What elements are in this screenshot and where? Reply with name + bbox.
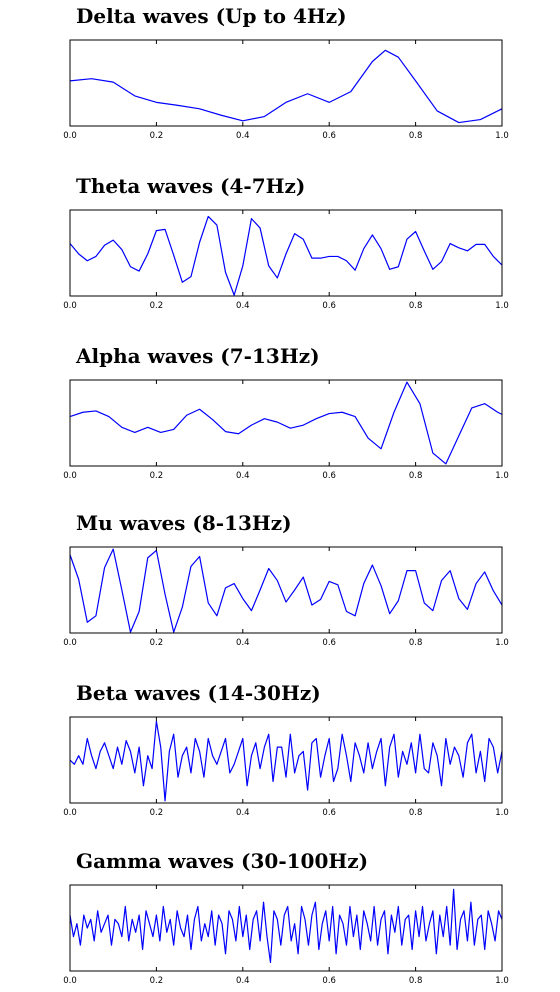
x-tick-label: 0.0 — [63, 131, 77, 141]
delta-waves-plot: 0.0 0.2 0.4 0.6 0.8 1.0 — [63, 39, 509, 141]
x-tick-label: 0.8 — [409, 131, 423, 141]
x-tick-label: 0.2 — [150, 808, 164, 818]
mu-wave-line — [69, 548, 503, 633]
x-tick-label: 0.8 — [409, 808, 423, 818]
gamma-wave-line — [69, 888, 503, 963]
beta-waves-plot: 0.0 0.2 0.4 0.6 0.8 1.0 — [63, 716, 509, 818]
gamma-waves-title: Gamma waves (30-100Hz) — [76, 849, 369, 873]
beta-wave-line — [69, 720, 503, 802]
x-tick-label: 0.6 — [322, 131, 336, 141]
x-tick-label: 1.0 — [495, 808, 509, 818]
x-tick-label: 0.6 — [322, 808, 336, 818]
x-tick-label: 0.0 — [63, 976, 77, 986]
x-tick-label: 0.2 — [150, 471, 164, 481]
x-tick-label: 0.6 — [322, 301, 336, 311]
x-tick-label: 0.8 — [409, 301, 423, 311]
x-tick-label: 0.0 — [63, 301, 77, 311]
x-tick-label: 1.0 — [495, 471, 509, 481]
mu-plot-frame — [69, 546, 503, 634]
delta-waves-panel: Delta waves (Up to 4Hz) 0.0 0.2 0.4 0.6 0.8 1.… — [0, 4, 560, 144]
mu-waves-title: Mu waves (8-13Hz) — [76, 511, 292, 535]
x-tick-label: 0.4 — [236, 808, 250, 818]
x-tick-label: 1.0 — [495, 638, 509, 648]
x-tick-label: 0.2 — [150, 131, 164, 141]
x-tick-label: 0.0 — [63, 471, 77, 481]
beta-plot-frame — [69, 716, 503, 804]
x-tick-label: 0.2 — [150, 976, 164, 986]
delta-wave-line — [69, 49, 503, 124]
x-tick-label: 1.0 — [495, 301, 509, 311]
x-tick-label: 0.0 — [63, 808, 77, 818]
alpha-wave-line — [69, 381, 503, 465]
x-tick-label: 0.6 — [322, 976, 336, 986]
x-tick-label: 0.2 — [150, 301, 164, 311]
theta-waves-panel: Theta waves (4-7Hz) 0.0 0.2 0.4 0.6 0.8 1.0 — [0, 174, 560, 314]
mu-waves-plot: 0.0 0.2 0.4 0.6 0.8 1.0 — [63, 546, 509, 648]
gamma-waves-plot: 0.0 0.2 0.4 0.6 0.8 1.0 — [63, 884, 509, 986]
mu-waves-panel: Mu waves (8-13Hz) 0.0 0.2 0.4 0.6 0.8 1.0 — [0, 511, 560, 651]
x-tick-label: 0.8 — [409, 638, 423, 648]
x-tick-label: 0.0 — [63, 638, 77, 648]
x-tick-label: 0.4 — [236, 976, 250, 986]
x-tick-label: 0.4 — [236, 131, 250, 141]
theta-waves-title: Theta waves (4-7Hz) — [76, 174, 306, 198]
x-tick-label: 0.4 — [236, 471, 250, 481]
x-tick-label: 0.2 — [150, 638, 164, 648]
delta-plot-frame — [69, 39, 503, 127]
x-tick-label: 0.8 — [409, 976, 423, 986]
x-tick-label: 1.0 — [495, 976, 509, 986]
x-tick-label: 0.8 — [409, 471, 423, 481]
x-tick-label: 1.0 — [495, 131, 509, 141]
beta-waves-panel: Beta waves (14-30Hz) 0.0 0.2 0.4 0.6 0.8 1.0 — [0, 681, 560, 821]
gamma-waves-panel: Gamma waves (30-100Hz) 0.0 0.2 0.4 0.6 0.8 1.0 — [0, 849, 560, 989]
alpha-waves-plot: 0.0 0.2 0.4 0.6 0.8 1.0 — [63, 379, 509, 481]
x-tick-label: 0.6 — [322, 471, 336, 481]
x-tick-label: 0.4 — [236, 301, 250, 311]
gamma-plot-frame — [69, 884, 503, 972]
theta-plot-frame — [69, 209, 503, 297]
theta-waves-plot: 0.0 0.2 0.4 0.6 0.8 1.0 — [63, 209, 509, 311]
beta-waves-title: Beta waves (14-30Hz) — [76, 681, 321, 705]
x-tick-label: 0.6 — [322, 638, 336, 648]
alpha-waves-panel: Alpha waves (7-13Hz) 0.0 0.2 0.4 0.6 0.8 1.0 — [0, 344, 560, 484]
delta-waves-title: Delta waves (Up to 4Hz) — [76, 4, 347, 28]
alpha-waves-title: Alpha waves (7-13Hz) — [76, 344, 320, 368]
alpha-plot-frame — [69, 379, 503, 467]
theta-wave-line — [69, 215, 503, 296]
x-tick-label: 0.4 — [236, 638, 250, 648]
